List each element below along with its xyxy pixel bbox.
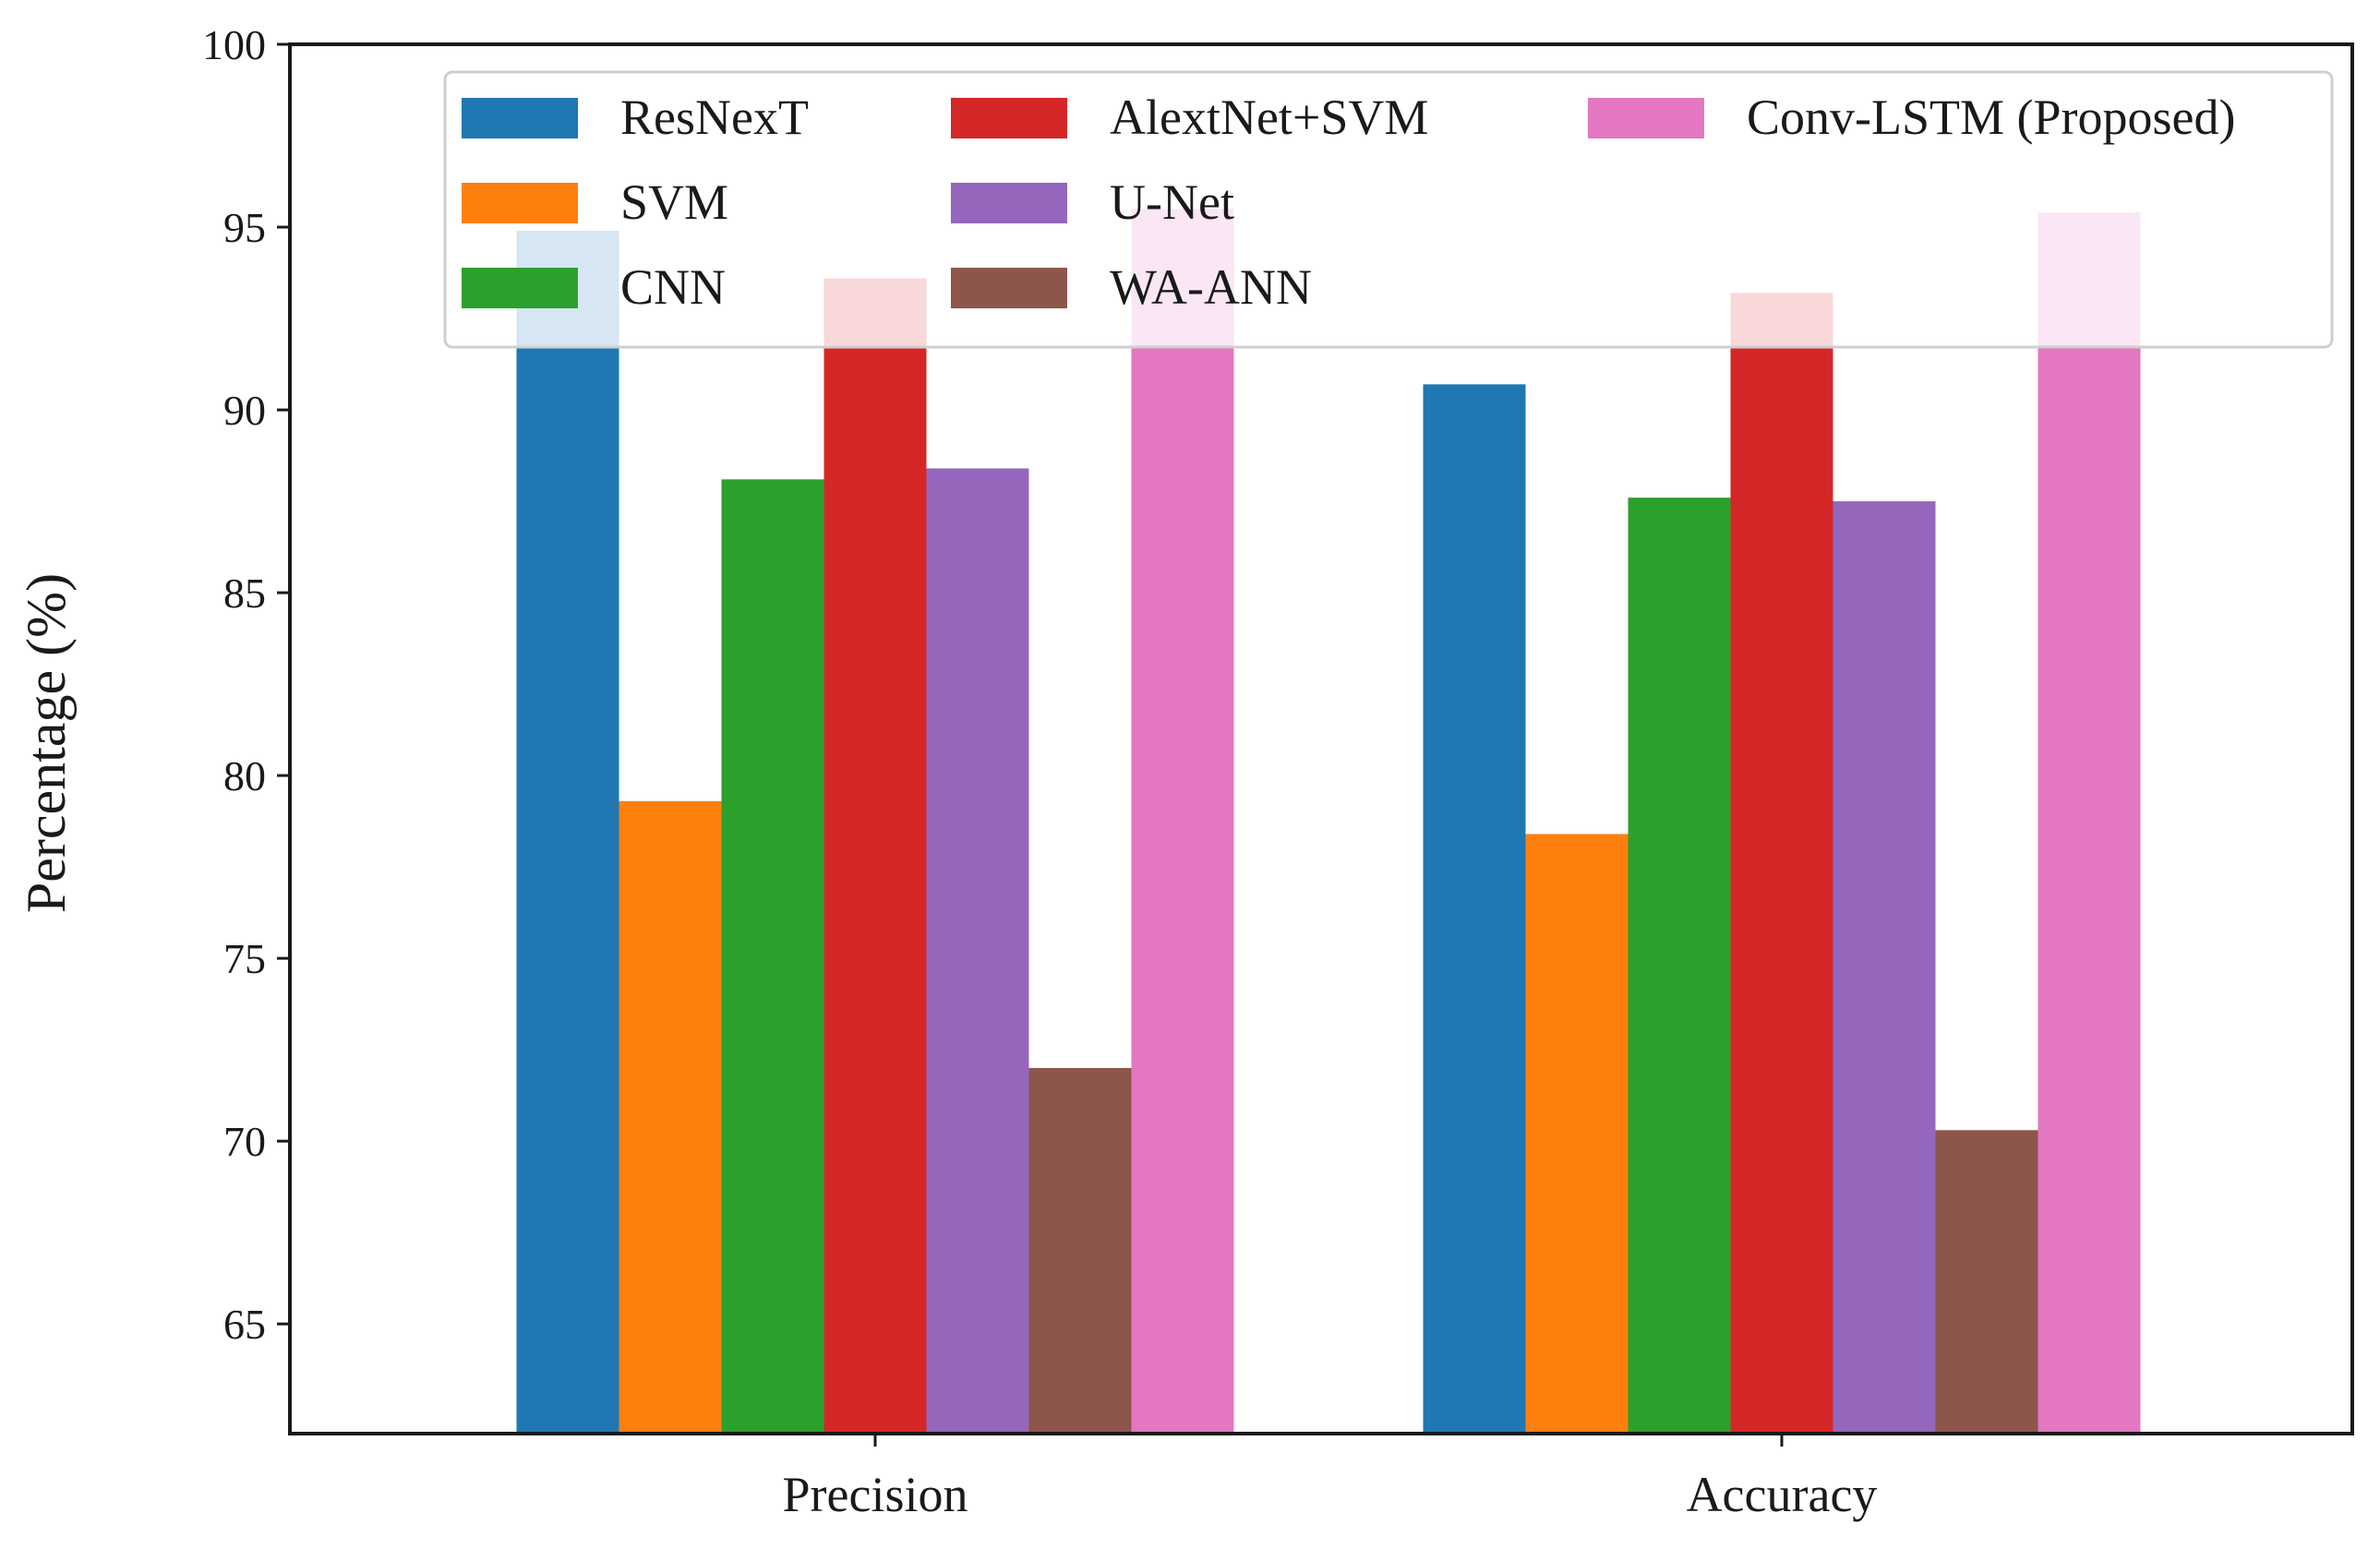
y-tick-label: 80 <box>223 752 266 799</box>
legend-label-wa-ann: WA-ANN <box>1110 259 1312 315</box>
bar-resnext-accuracy <box>1423 384 1526 1434</box>
bar-cnn-accuracy <box>1628 498 1731 1434</box>
legend-label-alextnet-svm: AlextNet+SVM <box>1110 90 1428 145</box>
legend-swatch-cnn <box>462 268 578 308</box>
bar-u-net-precision <box>926 468 1029 1435</box>
y-tick-label: 75 <box>223 935 266 982</box>
bar-svm-precision <box>619 800 722 1434</box>
y-axis-title: Percentage (%) <box>16 573 77 913</box>
legend-box <box>443 70 2334 349</box>
bar-alextnet-svm-accuracy <box>1730 293 1833 1434</box>
bar-conv-lstm-proposed--precision <box>1131 209 1234 1435</box>
legend: ResNexT SVM CNN AlextNet+SVM U-Net WA-ANN Conv… <box>443 70 2334 349</box>
legend-label-resnext: ResNexT <box>620 90 809 145</box>
bar-wa-ann-precision <box>1028 1067 1132 1434</box>
bar-conv-lstm-proposed--accuracy <box>2037 212 2141 1434</box>
plot-frame <box>288 42 2354 1435</box>
bar-cnn-precision <box>721 479 824 1434</box>
legend-label-conv-lstm-proposed-: Conv-LSTM (Proposed) <box>1747 90 2235 145</box>
x-tick-label: Precision <box>783 1467 968 1522</box>
bar-u-net-accuracy <box>1833 501 1936 1434</box>
bars-layer <box>516 209 2141 1435</box>
y-tick-label: 100 <box>202 21 266 68</box>
y-tick-label: 70 <box>223 1118 266 1165</box>
legend-swatch-svm <box>462 183 578 223</box>
axes-layer: 65 70 75 80 85 90 95 100 Precision Accuracy <box>202 21 2354 1522</box>
y-tick-label: 90 <box>223 387 266 434</box>
legend-label-svm: SVM <box>620 174 728 230</box>
legend-label-u-net: U-Net <box>1110 174 1234 230</box>
x-tick-label: Accuracy <box>1687 1467 1878 1522</box>
y-tick-label: 95 <box>223 204 266 251</box>
bar-resnext-precision <box>516 230 619 1435</box>
legend-swatch-wa-ann <box>951 268 1067 308</box>
y-tick-label: 85 <box>223 570 266 617</box>
bar-wa-ann-accuracy <box>1935 1130 2038 1434</box>
legend-swatch-u-net <box>951 183 1067 223</box>
legend-swatch-conv-lstm-proposed- <box>1588 98 1704 138</box>
y-tick-label: 65 <box>223 1301 266 1348</box>
bar-alextnet-svm-precision <box>823 278 927 1435</box>
legend-swatch-resnext <box>462 98 578 138</box>
bar-svm-accuracy <box>1525 834 1629 1434</box>
legend-label-cnn: CNN <box>620 259 726 315</box>
legend-swatch-alextnet-svm <box>951 98 1067 138</box>
